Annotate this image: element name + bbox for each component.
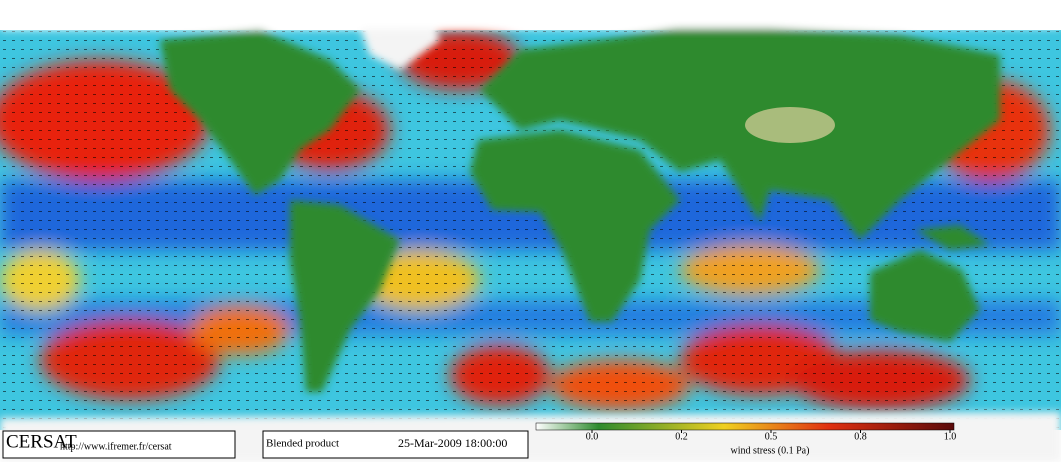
colorbar-tick-label: 0.0: [586, 431, 599, 442]
colorbar-label: wind stress (0.1 Pa): [731, 445, 810, 456]
product-box: [262, 430, 529, 459]
logo: CERSAT: [6, 431, 77, 452]
colorbar-tick-label: 1.0: [944, 431, 957, 442]
credit-box: [2, 430, 236, 459]
colorbar-tick-label: 0.8: [854, 431, 867, 442]
colorbar-ramp: [535, 422, 955, 431]
colorbar-tick-label: 0.2: [675, 431, 688, 442]
url: http://www.ifremer.fr/cersat: [60, 441, 172, 452]
colorbar: wind stress (0.1 Pa) 0.0 0.2 0.5 0.8 1.0: [535, 422, 957, 456]
datetime: 25-Mar-2009 18:00:00: [398, 436, 507, 450]
colorbar-tick-label: 0.5: [765, 431, 778, 442]
product: Blended product: [266, 438, 339, 450]
plateau: [745, 107, 835, 143]
